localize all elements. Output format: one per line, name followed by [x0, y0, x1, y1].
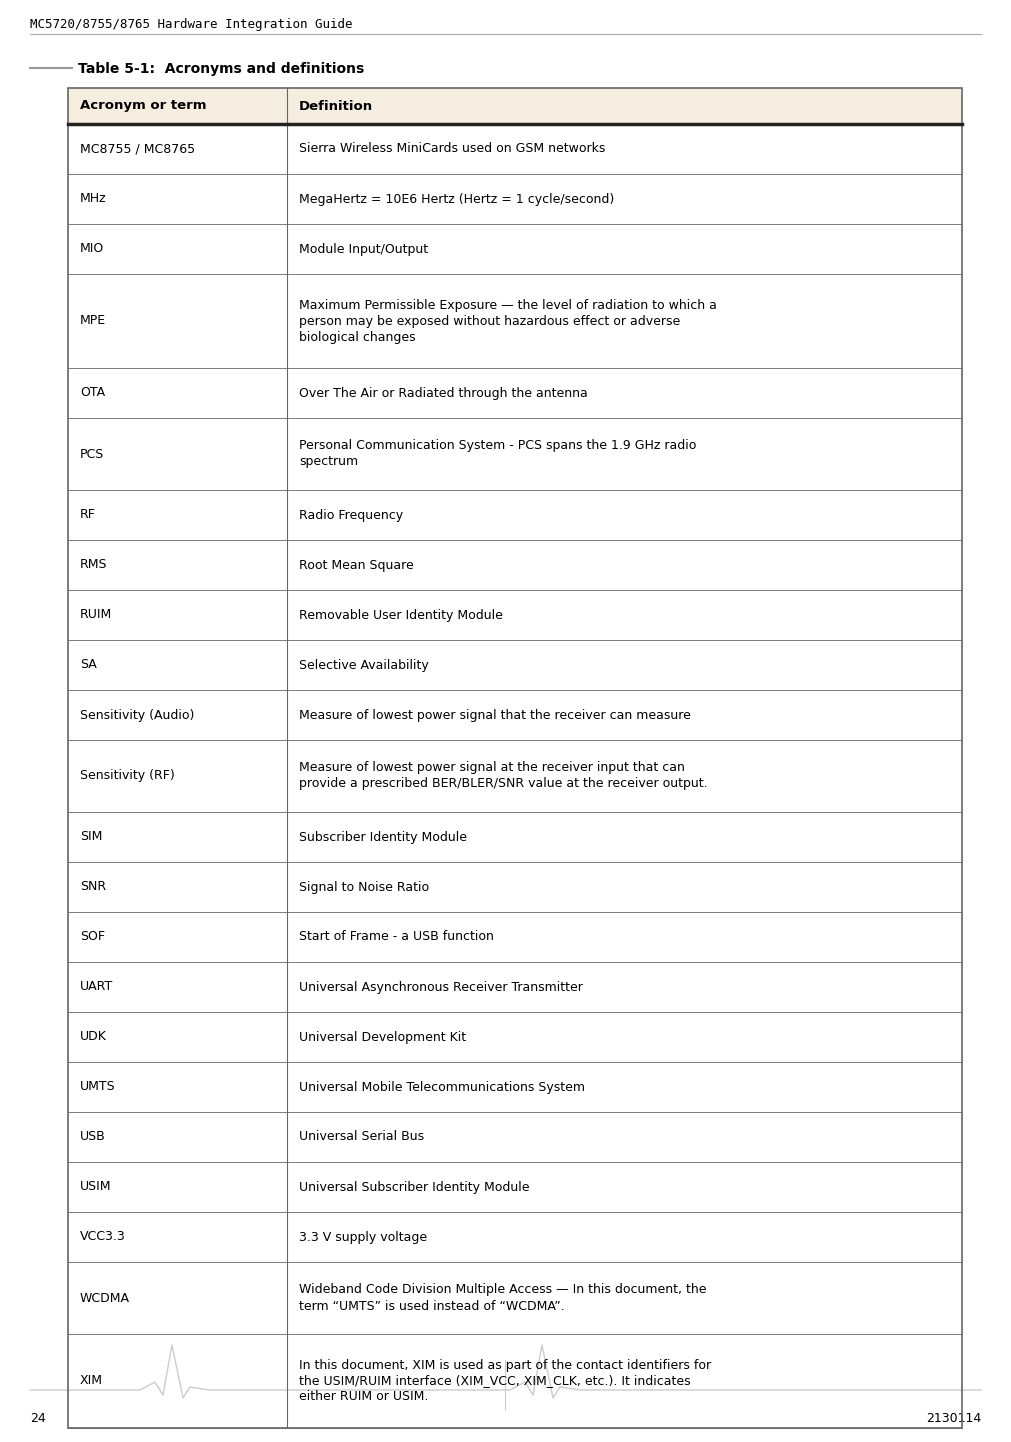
Text: MPE: MPE — [80, 314, 106, 327]
Text: Subscriber Identity Module: Subscriber Identity Module — [299, 831, 467, 844]
Text: Module Input/Output: Module Input/Output — [299, 242, 428, 255]
Text: Acronym or term: Acronym or term — [80, 99, 206, 112]
Text: Personal Communication System - PCS spans the 1.9 GHz radio: Personal Communication System - PCS span… — [299, 440, 697, 453]
Text: RUIM: RUIM — [80, 609, 112, 622]
Text: provide a prescribed BER/BLER/SNR value at the receiver output.: provide a prescribed BER/BLER/SNR value … — [299, 777, 708, 790]
Text: 3.3 V supply voltage: 3.3 V supply voltage — [299, 1230, 428, 1243]
Text: Maximum Permissible Exposure — the level of radiation to which a: Maximum Permissible Exposure — the level… — [299, 298, 717, 311]
Bar — [68, 88, 962, 1428]
Text: Over The Air or Radiated through the antenna: Over The Air or Radiated through the ant… — [299, 386, 587, 399]
Text: PCS: PCS — [80, 447, 104, 460]
Text: Sensitivity (Audio): Sensitivity (Audio) — [80, 708, 194, 721]
Text: USIM: USIM — [80, 1181, 111, 1194]
Text: Table 5-1:  Acronyms and definitions: Table 5-1: Acronyms and definitions — [78, 62, 364, 76]
Text: Sensitivity (RF): Sensitivity (RF) — [80, 770, 175, 783]
Text: Universal Mobile Telecommunications System: Universal Mobile Telecommunications Syst… — [299, 1080, 585, 1093]
Text: MegaHertz = 10E6 Hertz (Hertz = 1 cycle/second): MegaHertz = 10E6 Hertz (Hertz = 1 cycle/… — [299, 192, 615, 206]
Text: RMS: RMS — [80, 558, 107, 571]
Text: Universal Subscriber Identity Module: Universal Subscriber Identity Module — [299, 1181, 530, 1194]
Text: SIM: SIM — [80, 831, 102, 844]
Text: either RUIM or USIM.: either RUIM or USIM. — [299, 1390, 429, 1403]
Text: RF: RF — [80, 509, 96, 522]
Text: Universal Asynchronous Receiver Transmitter: Universal Asynchronous Receiver Transmit… — [299, 981, 583, 994]
Text: 2130114: 2130114 — [926, 1412, 981, 1425]
Text: In this document, XIM is used as part of the contact identifiers for: In this document, XIM is used as part of… — [299, 1358, 711, 1371]
Text: USB: USB — [80, 1131, 106, 1144]
Text: Removable User Identity Module: Removable User Identity Module — [299, 609, 502, 622]
Text: Sierra Wireless MiniCards used on GSM networks: Sierra Wireless MiniCards used on GSM ne… — [299, 143, 606, 156]
Text: WCDMA: WCDMA — [80, 1292, 130, 1305]
Text: Signal to Noise Ratio: Signal to Noise Ratio — [299, 881, 429, 894]
Text: SOF: SOF — [80, 930, 105, 943]
Text: Root Mean Square: Root Mean Square — [299, 558, 413, 571]
Text: UMTS: UMTS — [80, 1080, 115, 1093]
Text: UART: UART — [80, 981, 113, 994]
Text: MC5720/8755/8765 Hardware Integration Guide: MC5720/8755/8765 Hardware Integration Gu… — [30, 17, 353, 30]
Text: MHz: MHz — [80, 192, 106, 206]
Text: Radio Frequency: Radio Frequency — [299, 509, 403, 522]
Text: the USIM/RUIM interface (XIM_VCC, XIM_CLK, etc.). It indicates: the USIM/RUIM interface (XIM_VCC, XIM_CL… — [299, 1374, 691, 1387]
Text: spectrum: spectrum — [299, 456, 358, 469]
Text: Definition: Definition — [299, 99, 373, 112]
Text: person may be exposed without hazardous effect or adverse: person may be exposed without hazardous … — [299, 314, 680, 327]
Text: SNR: SNR — [80, 881, 106, 894]
Text: 24: 24 — [30, 1412, 45, 1425]
Text: VCC3.3: VCC3.3 — [80, 1230, 125, 1243]
Text: XIM: XIM — [80, 1374, 103, 1387]
Text: OTA: OTA — [80, 386, 105, 399]
Text: Start of Frame - a USB function: Start of Frame - a USB function — [299, 930, 494, 943]
Text: MIO: MIO — [80, 242, 104, 255]
Text: term “UMTS” is used instead of “WCDMA”.: term “UMTS” is used instead of “WCDMA”. — [299, 1299, 565, 1312]
Text: Universal Serial Bus: Universal Serial Bus — [299, 1131, 425, 1144]
Text: Measure of lowest power signal that the receiver can measure: Measure of lowest power signal that the … — [299, 708, 691, 721]
Text: Wideband Code Division Multiple Access — In this document, the: Wideband Code Division Multiple Access —… — [299, 1283, 707, 1296]
Text: Universal Development Kit: Universal Development Kit — [299, 1031, 466, 1044]
Text: Measure of lowest power signal at the receiver input that can: Measure of lowest power signal at the re… — [299, 761, 684, 774]
Text: UDK: UDK — [80, 1031, 107, 1044]
Text: MC8755 / MC8765: MC8755 / MC8765 — [80, 143, 195, 156]
Text: biological changes: biological changes — [299, 330, 416, 343]
Text: Selective Availability: Selective Availability — [299, 659, 429, 672]
Bar — [68, 88, 962, 124]
Text: SA: SA — [80, 659, 97, 672]
